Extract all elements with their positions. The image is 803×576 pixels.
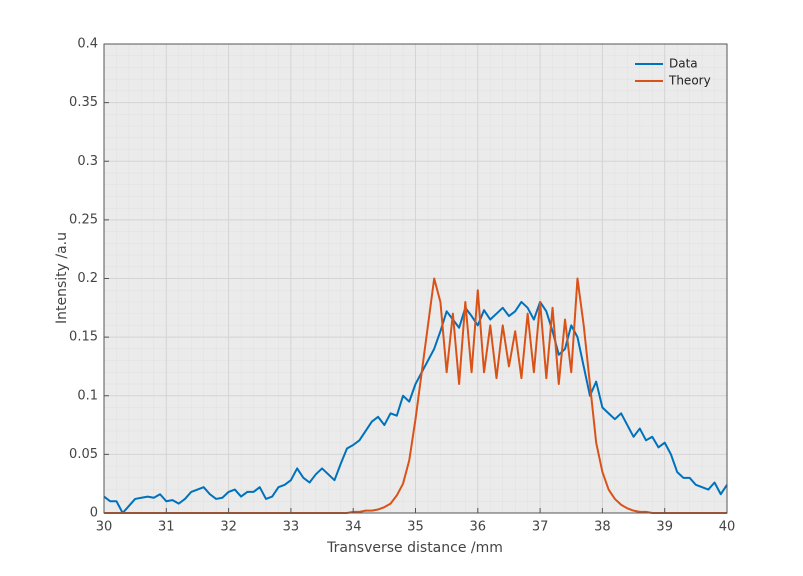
x-tick-label: 30 <box>96 520 113 535</box>
x-tick-label: 39 <box>656 520 673 535</box>
x-tick-label: 37 <box>532 520 549 535</box>
y-tick-label: 0.25 <box>69 212 98 227</box>
x-tick-label: 40 <box>719 520 736 535</box>
y-tick-label: 0.35 <box>69 95 98 110</box>
legend-label: Data <box>669 57 698 71</box>
series-line <box>103 300 728 514</box>
y-axis-label: Intensity /a.u <box>54 232 70 324</box>
legend-label: Theory <box>668 74 711 88</box>
x-tick-label: 32 <box>220 520 237 535</box>
y-tick-label: 0.2 <box>77 271 98 286</box>
x-tick-label: 35 <box>407 520 424 535</box>
y-tick-label: 0 <box>90 506 98 521</box>
y-tick-label: 0.15 <box>69 330 98 345</box>
x-tick-label: 34 <box>345 520 362 535</box>
x-axis-label: Transverse distance /mm <box>326 540 503 556</box>
y-tick-label: 0.4 <box>77 37 98 52</box>
x-tick-label: 31 <box>158 520 175 535</box>
x-tick-label: 33 <box>283 520 300 535</box>
grid <box>103 43 728 514</box>
legend: Data Theory <box>635 57 711 88</box>
y-tick-label: 0.3 <box>77 154 98 169</box>
y-tick-label: 0.1 <box>77 388 98 403</box>
x-tick-label: 38 <box>594 520 611 535</box>
x-tick-label: 36 <box>470 520 487 535</box>
y-tick-label: 0.05 <box>69 447 98 462</box>
